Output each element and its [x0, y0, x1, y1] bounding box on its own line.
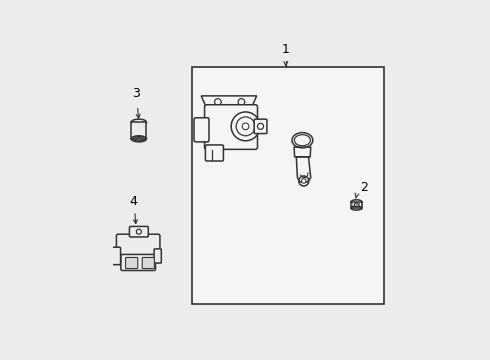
Text: 3: 3 — [132, 87, 140, 100]
Bar — [351, 202, 362, 208]
FancyBboxPatch shape — [117, 234, 160, 258]
FancyBboxPatch shape — [154, 249, 161, 263]
FancyBboxPatch shape — [110, 247, 121, 265]
FancyBboxPatch shape — [204, 105, 258, 149]
FancyBboxPatch shape — [205, 145, 223, 161]
Bar — [131, 122, 147, 139]
Text: 4: 4 — [129, 195, 137, 208]
FancyBboxPatch shape — [254, 119, 267, 134]
Circle shape — [301, 179, 306, 183]
FancyBboxPatch shape — [125, 257, 138, 269]
FancyBboxPatch shape — [129, 226, 148, 237]
Circle shape — [355, 203, 358, 207]
Bar — [192, 67, 384, 304]
Text: 2: 2 — [361, 181, 368, 194]
Text: 1: 1 — [282, 43, 290, 56]
FancyBboxPatch shape — [142, 257, 154, 269]
FancyBboxPatch shape — [121, 255, 155, 270]
FancyBboxPatch shape — [194, 118, 209, 142]
Circle shape — [242, 123, 249, 130]
